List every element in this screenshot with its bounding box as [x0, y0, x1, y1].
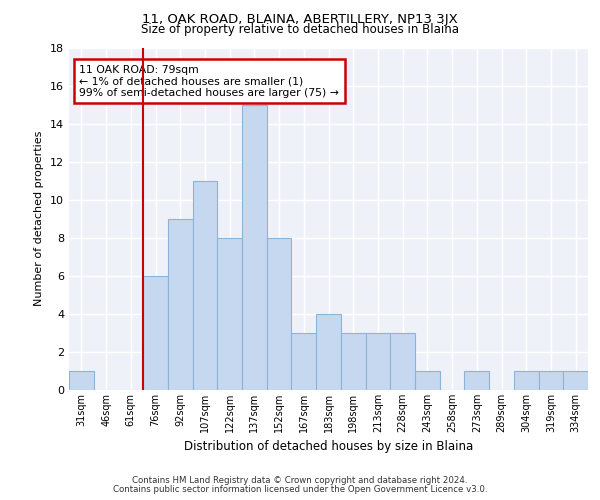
Bar	[267, 238, 292, 390]
Bar	[69, 371, 94, 390]
Text: 11, OAK ROAD, BLAINA, ABERTILLERY, NP13 3JX: 11, OAK ROAD, BLAINA, ABERTILLERY, NP13 …	[142, 12, 458, 26]
Bar	[341, 333, 365, 390]
Bar	[168, 219, 193, 390]
Bar	[563, 371, 588, 390]
Bar	[514, 371, 539, 390]
Text: Contains HM Land Registry data © Crown copyright and database right 2024.: Contains HM Land Registry data © Crown c…	[132, 476, 468, 485]
Bar	[464, 371, 489, 390]
Bar	[415, 371, 440, 390]
Bar	[143, 276, 168, 390]
Bar	[390, 333, 415, 390]
Y-axis label: Number of detached properties: Number of detached properties	[34, 131, 44, 306]
Bar	[217, 238, 242, 390]
Bar	[292, 333, 316, 390]
Bar	[193, 180, 217, 390]
Bar	[316, 314, 341, 390]
X-axis label: Distribution of detached houses by size in Blaina: Distribution of detached houses by size …	[184, 440, 473, 454]
Bar	[365, 333, 390, 390]
Text: Size of property relative to detached houses in Blaina: Size of property relative to detached ho…	[141, 22, 459, 36]
Bar	[539, 371, 563, 390]
Text: Contains public sector information licensed under the Open Government Licence v3: Contains public sector information licen…	[113, 484, 487, 494]
Bar	[242, 104, 267, 390]
Text: 11 OAK ROAD: 79sqm
← 1% of detached houses are smaller (1)
99% of semi-detached : 11 OAK ROAD: 79sqm ← 1% of detached hous…	[79, 64, 339, 98]
